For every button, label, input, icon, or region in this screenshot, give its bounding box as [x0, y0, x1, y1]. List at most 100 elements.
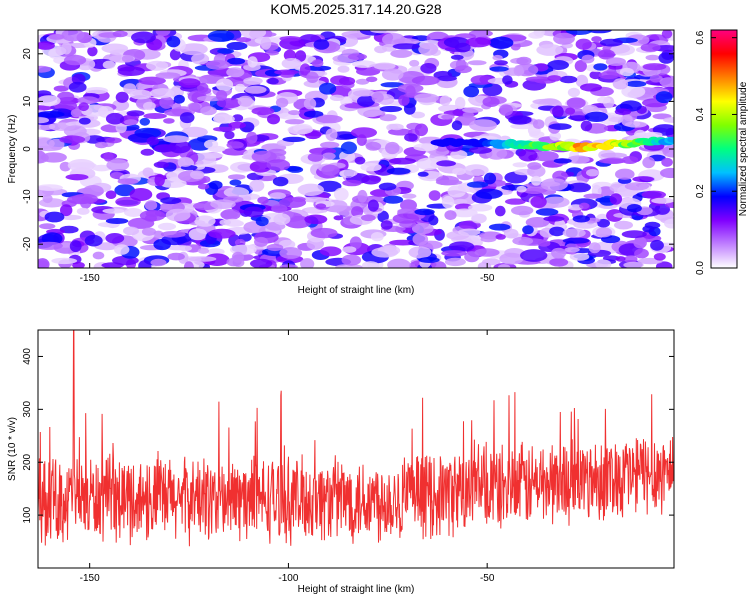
heatmap-cell: [462, 111, 475, 119]
heatmap-cell: [466, 181, 489, 188]
heatmap-cell: [527, 162, 542, 170]
heatmap-cell: [381, 68, 404, 81]
heatmap-cell: [341, 254, 362, 266]
heatmap-cell: [586, 169, 600, 177]
heatmap-cell: [244, 85, 267, 94]
heatmap-cell: [393, 38, 420, 45]
heatmap-cell: [428, 215, 439, 226]
heatmap-cell: [101, 43, 129, 54]
heatmap-cell: [572, 215, 590, 223]
heatmap-y-axis-label: Frequency (Hz): [7, 115, 18, 184]
heatmap-cell: [414, 93, 439, 103]
heatmap-cell: [78, 102, 89, 112]
heatmap-cell: [530, 175, 542, 186]
heatmap-cell: [621, 85, 646, 98]
heatmap-cell: [279, 36, 302, 42]
heatmap-cell: [508, 115, 532, 125]
heatmap-cell: [142, 167, 154, 177]
heatmap-cell: [129, 188, 153, 201]
heatmap-cell: [599, 38, 623, 47]
heatmap-cell: [188, 256, 217, 262]
heatmap-cell: [640, 43, 661, 52]
heatmap-cell: [612, 78, 629, 90]
heatmap-cell: [84, 234, 103, 247]
heatmap-cell: [163, 135, 190, 143]
heatmap-cell: [177, 156, 194, 167]
heatmap-cell: [416, 157, 441, 170]
heatmap-cell: [520, 249, 548, 262]
heatmap-cell: [216, 90, 228, 101]
heatmap-cell: [105, 190, 117, 199]
heatmap-cell: [44, 211, 65, 223]
heatmap-cell: [412, 233, 429, 246]
heatmap-cell: [428, 190, 441, 201]
heatmap-cell: [468, 146, 492, 154]
heatmap-cell: [78, 117, 91, 125]
heatmap-cell: [489, 36, 514, 49]
heatmap-cell: [595, 259, 612, 268]
heatmap-cell: [254, 236, 269, 247]
heatmap-cell: [330, 94, 345, 102]
heatmap-cell: [167, 252, 185, 261]
heatmap-cell: [454, 42, 471, 53]
heatmap-cell: [284, 119, 305, 125]
snr-panel: -150 -100 -50 100 200 300 400 Height of strai…: [7, 329, 675, 595]
heatmap-cell: [614, 108, 632, 115]
heatmap-cell: [251, 150, 277, 163]
heatmap-cell: [70, 108, 82, 118]
heatmap-cell: [63, 125, 87, 137]
heatmap-cell: [663, 117, 674, 123]
heatmap-cell: [247, 56, 258, 68]
heatmap-cell: [361, 261, 380, 268]
heatmap-cell: [339, 76, 356, 86]
heatmap-cell: [197, 183, 210, 190]
heatmap-cell: [57, 91, 75, 102]
heatmap-cell: [533, 30, 545, 37]
heatmap-cell: [511, 205, 534, 216]
heatmap-cell: [624, 255, 638, 264]
heatmap-cell: [38, 184, 63, 191]
heatmap-cell: [188, 228, 207, 241]
x-tick-label: -150: [80, 273, 100, 284]
heatmap-cell: [598, 158, 626, 164]
heatmap-cell: [518, 149, 538, 162]
heatmap-cell: [115, 122, 127, 134]
heatmap-cell: [310, 227, 338, 239]
heatmap-cell: [632, 176, 655, 183]
heatmap-cell: [159, 96, 174, 109]
heatmap-cell: [370, 30, 398, 34]
heatmap-cell: [197, 82, 209, 93]
heatmap-cell: [441, 195, 455, 209]
heatmap-cell: [625, 80, 647, 87]
heatmap-cell: [295, 50, 307, 62]
heatmap-cell: [105, 112, 125, 125]
heatmap-cell: [482, 96, 500, 107]
heatmap-cell: [48, 33, 65, 40]
heatmap-cell: [463, 164, 489, 176]
heatmap-cell: [380, 82, 405, 88]
heatmap-cell: [615, 168, 635, 180]
heatmap-cell: [598, 71, 620, 80]
heatmap-cell: [662, 145, 674, 158]
heatmap-cell: [219, 219, 231, 226]
heatmap-cell: [532, 119, 545, 129]
heatmap-cell: [243, 77, 263, 85]
heatmap-cell: [451, 120, 463, 131]
heatmap-cell: [364, 110, 386, 116]
heatmap-cell: [143, 101, 156, 111]
heatmap-cell: [644, 221, 661, 229]
heatmap-cell: [494, 60, 508, 66]
heatmap-cell: [565, 107, 576, 115]
heatmap-cell: [435, 179, 463, 186]
heatmap-cell: [179, 112, 195, 124]
heatmap-cell: [450, 150, 468, 160]
heatmap-cell: [121, 54, 134, 63]
heatmap-cell: [537, 240, 551, 247]
heatmap-cell: [475, 188, 503, 199]
heatmap-cell: [269, 192, 287, 200]
heatmap-cell: [320, 141, 340, 149]
heatmap-cell: [497, 264, 511, 268]
heatmap-cell: [92, 251, 105, 260]
heatmap-cell: [562, 228, 586, 238]
heatmap-cell: [589, 70, 602, 80]
